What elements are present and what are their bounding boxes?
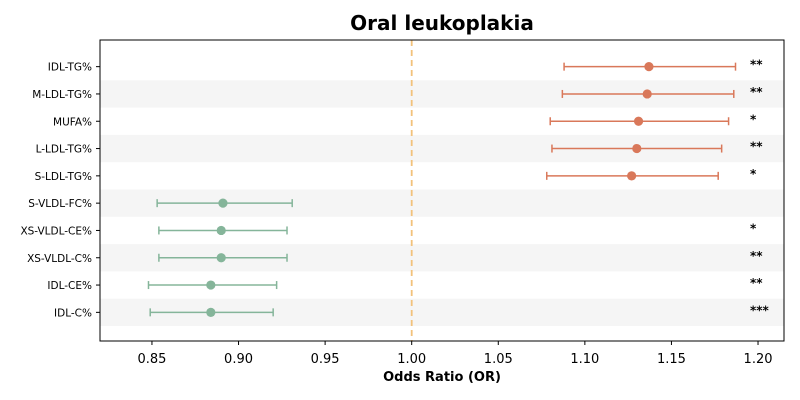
significance-label: * bbox=[750, 112, 757, 126]
or-point bbox=[642, 89, 652, 99]
x-tick-label: 0.90 bbox=[224, 352, 253, 367]
significance-label: * bbox=[750, 167, 757, 181]
chart-title: Oral leukoplakia bbox=[350, 11, 534, 35]
x-tick-label: 1.20 bbox=[744, 352, 773, 367]
significance-label: ** bbox=[750, 140, 763, 154]
x-tick-label: 1.00 bbox=[397, 352, 426, 367]
or-point bbox=[632, 143, 642, 154]
x-tick-label: 1.15 bbox=[657, 352, 686, 367]
y-tick-label: XS-VLDL-CE% bbox=[20, 225, 92, 237]
y-tick-label: L-LDL-TG% bbox=[36, 144, 92, 156]
significance-label: ** bbox=[750, 249, 763, 263]
significance-labels: **************** bbox=[750, 58, 770, 318]
x-tick-label: 1.05 bbox=[484, 352, 513, 367]
or-point bbox=[644, 62, 654, 72]
significance-label: ** bbox=[750, 58, 763, 72]
plot-frame bbox=[99, 39, 785, 342]
significance-label: ** bbox=[750, 276, 763, 290]
significance-label: ** bbox=[750, 85, 763, 99]
x-axis-label: Odds Ratio (OR) bbox=[383, 370, 501, 385]
x-tick-label: 0.85 bbox=[137, 352, 166, 367]
x-tick-label: 1.10 bbox=[570, 352, 599, 367]
y-tick-label: M-LDL-TG% bbox=[32, 89, 92, 101]
y-tick-label: IDL-CE% bbox=[47, 280, 92, 292]
or-point bbox=[218, 198, 228, 208]
x-tick-label: 0.95 bbox=[311, 352, 340, 367]
y-tick-label: IDL-C% bbox=[54, 307, 92, 319]
significance-label: *** bbox=[750, 303, 770, 317]
y-tick-label: MUFA% bbox=[53, 116, 92, 128]
or-point bbox=[627, 171, 637, 181]
or-point bbox=[206, 307, 216, 317]
x-axis: 0.85 0.90 0.95 1.00 1.05 1.10 1.15 1.20 bbox=[137, 341, 773, 367]
y-axis: IDL-TG% M-LDL-TG% MUFA% L-LDL-TG% S-LDL-TG% S… bbox=[20, 62, 100, 319]
y-tick-label: XS-VLDL-C% bbox=[27, 253, 92, 265]
data-marks bbox=[147, 62, 737, 317]
y-tick-label: S-VLDL-FC% bbox=[28, 198, 92, 210]
y-tick-label: IDL-TG% bbox=[48, 62, 92, 74]
or-point bbox=[216, 253, 226, 263]
or-point bbox=[633, 116, 644, 126]
or-point bbox=[206, 280, 216, 290]
plot-border bbox=[99, 39, 785, 342]
or-point bbox=[216, 225, 226, 236]
significance-label: * bbox=[750, 221, 757, 235]
y-tick-label: S-LDL-TG% bbox=[35, 171, 92, 183]
